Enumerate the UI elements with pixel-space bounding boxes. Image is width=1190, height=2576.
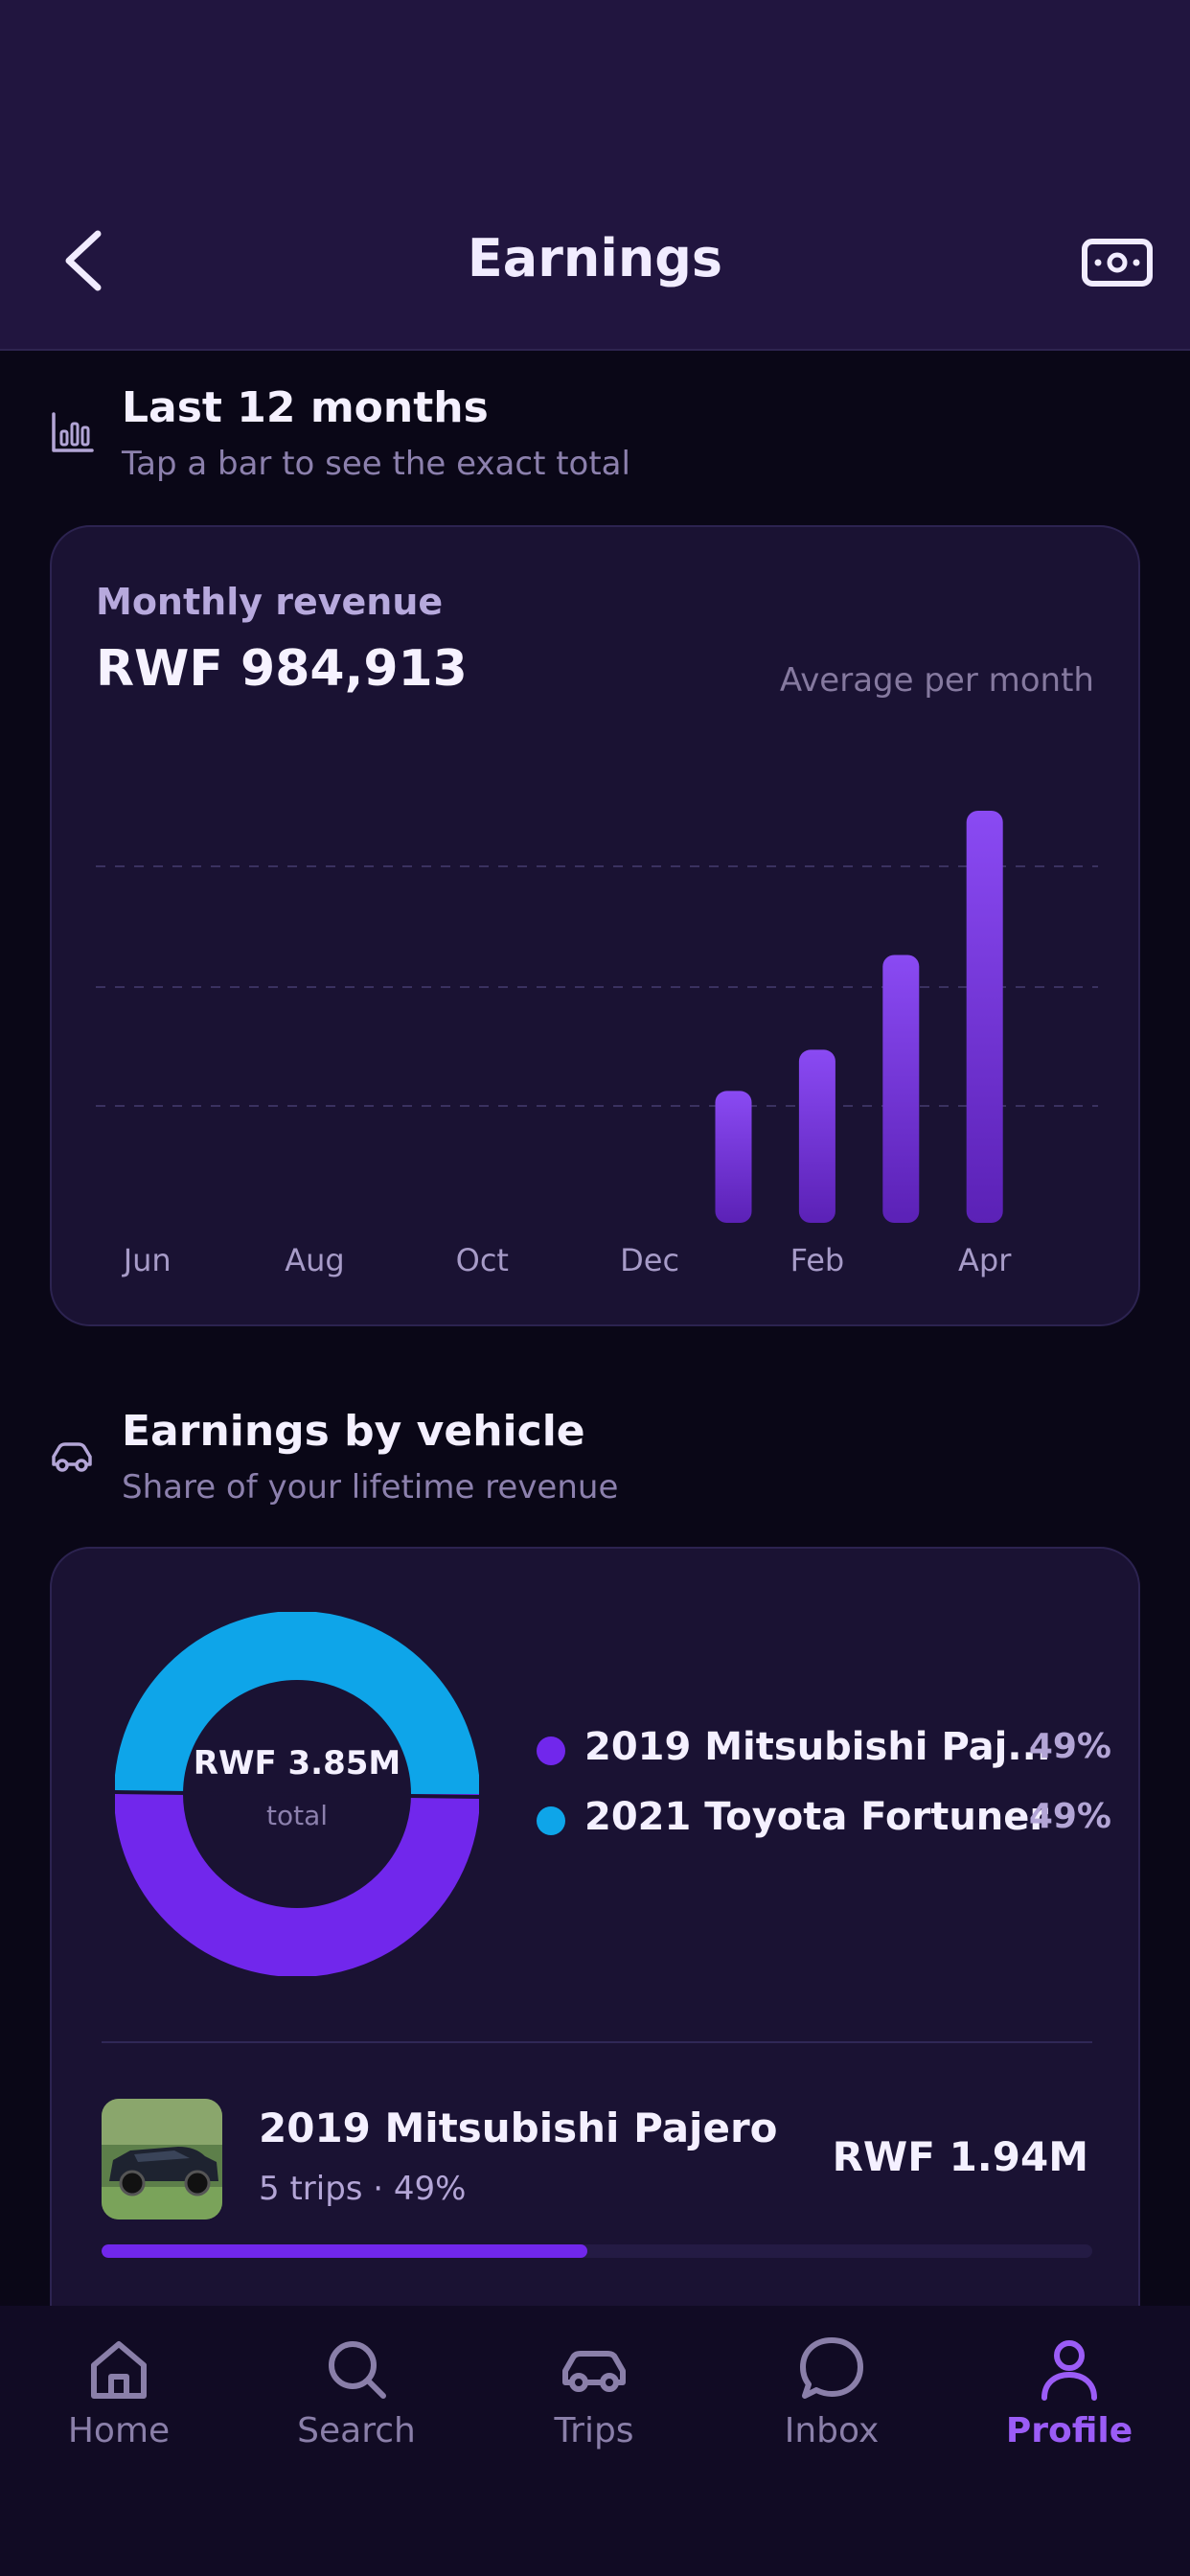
tab-trips[interactable]: Trips bbox=[475, 2334, 713, 2469]
bar-chart-icon bbox=[52, 412, 94, 452]
legend-name: 2019 Mitsubishi Paj... bbox=[584, 1725, 1051, 1769]
tab-profile[interactable]: Profile bbox=[950, 2334, 1188, 2469]
vehicle-earnings: RWF 1.94M bbox=[832, 2133, 1088, 2180]
bar-apr[interactable] bbox=[966, 811, 1003, 1223]
average-per-month-label: Average per month bbox=[779, 661, 1094, 700]
x-tick-label: Aug bbox=[285, 1242, 344, 1278]
x-tick-label: Apr bbox=[958, 1242, 1012, 1278]
car-icon bbox=[52, 1442, 92, 1472]
legend-percent: 49% bbox=[1028, 1797, 1111, 1836]
donut-total-caption: total bbox=[265, 1800, 329, 1831]
page-title: Earnings bbox=[467, 228, 723, 288]
legend-item-fortuner[interactable]: 2021 Toyota Fortuner 49% bbox=[537, 1791, 1111, 1849]
revenue-value: RWF 984,913 bbox=[96, 640, 468, 698]
divider bbox=[102, 2041, 1092, 2043]
back-button[interactable] bbox=[57, 226, 115, 295]
top-app-bar: Earnings bbox=[0, 0, 1190, 351]
legend-dot bbox=[537, 1806, 565, 1835]
tab-label: Home bbox=[67, 2411, 171, 2450]
tab-label: Inbox bbox=[784, 2411, 880, 2450]
vehicle-name[interactable]: 2019 Mitsubishi Pajero bbox=[259, 2104, 778, 2151]
payout-button[interactable] bbox=[1081, 238, 1154, 288]
bar-mar[interactable] bbox=[882, 954, 920, 1224]
tab-home[interactable]: Home bbox=[0, 2334, 238, 2469]
donut-slice-2[interactable] bbox=[115, 1612, 479, 1976]
car-icon bbox=[562, 2351, 626, 2392]
section-subtitle-vehicle: Share of your lifetime revenue bbox=[122, 1468, 619, 1506]
tab-label: Trips bbox=[554, 2411, 634, 2450]
tab-label: Profile bbox=[1005, 2411, 1133, 2450]
vehicle-share-donut[interactable] bbox=[115, 1612, 479, 1976]
legend-item-pajero[interactable]: 2019 Mitsubishi Paj... 49% bbox=[537, 1721, 1111, 1779]
vehicle-meta: 5 trips · 49% bbox=[259, 2170, 467, 2208]
section-title-revenue: Last 12 months bbox=[122, 383, 489, 432]
tab-inbox[interactable]: Inbox bbox=[713, 2334, 950, 2469]
section-subtitle-revenue: Tap a bar to see the exact total bbox=[122, 445, 630, 483]
legend-percent: 49% bbox=[1028, 1727, 1111, 1766]
chat-bubble-icon bbox=[800, 2337, 863, 2399]
cash-icon bbox=[1082, 239, 1153, 287]
monthly-revenue-card: Monthly revenue RWF 984,913 Average per … bbox=[50, 525, 1140, 1326]
bottom-tab-bar: Home Search Trips Inbox Profile bbox=[0, 2306, 1190, 2576]
bar-jan[interactable] bbox=[715, 1091, 752, 1223]
home-icon bbox=[91, 2341, 147, 2399]
donut-slice-separator bbox=[115, 1790, 479, 1799]
vehicle-share-fill bbox=[102, 2244, 587, 2258]
user-icon bbox=[1041, 2340, 1097, 2401]
tab-search[interactable]: Search bbox=[238, 2334, 475, 2469]
x-tick-label: Jun bbox=[122, 1242, 172, 1278]
x-tick-label: Feb bbox=[790, 1242, 845, 1278]
x-tick-label: Oct bbox=[456, 1242, 509, 1278]
legend-dot bbox=[537, 1736, 565, 1765]
vehicle-thumbnail[interactable] bbox=[102, 2099, 222, 2220]
chevron-left-icon bbox=[65, 230, 102, 291]
bar-feb[interactable] bbox=[798, 1049, 835, 1223]
revenue-label: Monthly revenue bbox=[96, 581, 444, 623]
search-icon bbox=[329, 2341, 386, 2399]
tab-label: Search bbox=[297, 2411, 416, 2450]
revenue-bar-chart: Jun Aug Oct Dec Feb Apr bbox=[96, 811, 1098, 1278]
legend-name: 2021 Toyota Fortuner bbox=[584, 1795, 1049, 1839]
donut-total-value: RWF 3.85M bbox=[193, 1744, 401, 1782]
x-tick-label: Dec bbox=[620, 1242, 679, 1278]
car-photo-icon bbox=[102, 2099, 222, 2220]
section-title-vehicle: Earnings by vehicle bbox=[122, 1407, 585, 1456]
vehicle-share-bar bbox=[102, 2244, 1092, 2258]
